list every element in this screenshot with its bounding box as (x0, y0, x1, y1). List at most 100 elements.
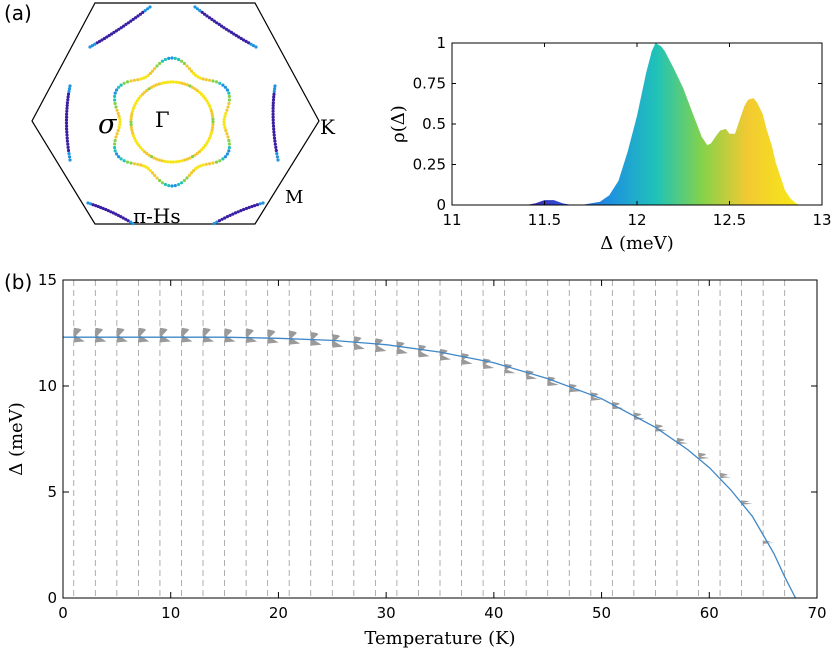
pi-pocket (272, 136, 277, 140)
pi-pocket (102, 36, 106, 41)
pi-pocket (66, 92, 71, 96)
sigma-inner-pocket (193, 153, 197, 157)
gap-distribution-violin (310, 331, 322, 346)
sigma-inner-pocket (155, 83, 159, 87)
pi-pocket (66, 95, 70, 99)
x-tick-label-b: 0 (58, 604, 68, 622)
pi-pocket (66, 145, 70, 149)
sigma-outer-pocket (170, 56, 174, 60)
sigma-inner-pocket (171, 160, 175, 164)
pi-pocket (273, 84, 277, 88)
sigma-inner-pocket (137, 143, 141, 148)
sigma-outer-pocket (114, 105, 118, 109)
pi-pocket (65, 139, 69, 143)
x-tick-label-b: 60 (700, 604, 719, 622)
sigma-outer-pocket (136, 78, 140, 82)
label-gamma: Γ (155, 108, 170, 132)
sigma-outer-pocket (144, 75, 148, 79)
sigma-outer-pocket (226, 135, 230, 139)
sigma-inner-pocket (134, 101, 138, 105)
sigma-outer-pocket (113, 138, 117, 143)
sigma-outer-pocket (201, 163, 205, 167)
pi-pocket (99, 205, 103, 210)
pi-pocket (104, 207, 108, 212)
pi-pocket (224, 27, 229, 31)
pi-pocket (255, 203, 259, 207)
sigma-inner-pocket (129, 126, 133, 130)
pi-pocket (273, 142, 277, 146)
sigma-outer-pocket (114, 135, 118, 139)
brillouin-zone-diagram: σ Γ K M π-Hs (31, 2, 336, 228)
pi-pocket (274, 145, 278, 149)
sigma-inner-pocket (169, 80, 173, 84)
pi-pocket (129, 220, 133, 224)
y-tick-label-b: 15 (38, 271, 57, 289)
x-tick-label-b: 40 (484, 604, 503, 622)
pi-pocket (254, 45, 258, 49)
pi-pocket (91, 203, 95, 207)
sigma-outer-pocket (221, 157, 225, 161)
sigma-inner-pocket (209, 109, 213, 113)
gap-distribution-violin (590, 392, 602, 401)
sigma-inner-pocket (145, 88, 149, 93)
pi-pocket (271, 121, 275, 125)
pi-pocket (203, 12, 207, 16)
sigma-inner-pocket (190, 85, 195, 89)
pi-pocket (143, 9, 147, 13)
x-tick-label-b: 10 (161, 604, 180, 622)
sigma-outer-pocket (201, 77, 205, 81)
pi-pocket (126, 219, 130, 223)
gap-distribution-violin (763, 540, 775, 544)
sigma-outer-pocket (196, 75, 200, 79)
sigma-inner-pocket (140, 148, 145, 152)
sigma-inner-pocket (210, 112, 214, 116)
pi-pocket (249, 42, 253, 46)
sigma-inner-pocket (129, 120, 133, 124)
pi-pocket (67, 89, 71, 94)
pi-pocket (222, 26, 226, 30)
pi-pocket (107, 33, 111, 38)
sigma-outer-pocket (225, 108, 229, 112)
sigma-inner-pocket (152, 84, 156, 88)
gap-distribution-violin (569, 383, 581, 393)
pi-pocket (109, 210, 113, 214)
sigma-inner-pocket (205, 141, 209, 145)
sigma-outer-pocket (180, 59, 184, 63)
y-tick-label-a: 0 (436, 196, 446, 214)
x-tick-label-a: 11 (442, 211, 461, 229)
pi-pocket (247, 41, 251, 45)
sigma-inner-pocket (205, 99, 209, 103)
pi-pocket (121, 216, 125, 220)
pi-pocket (65, 136, 69, 140)
sigma-inner-pocket (197, 150, 201, 154)
pi-pocket (112, 30, 116, 34)
gap-distribution-violin (720, 472, 732, 479)
pi-pocket (65, 101, 69, 105)
sigma-outer-pocket (192, 169, 196, 173)
pi-pocket (134, 16, 138, 20)
pi-pocket (272, 92, 276, 96)
sigma-outer-pocket (221, 83, 225, 87)
sigma-outer-pocket (182, 61, 186, 66)
pi-pocket (217, 219, 221, 223)
pi-pocket (212, 19, 216, 23)
sigma-outer-pocket (117, 155, 121, 159)
sigma-inner-pocket (206, 139, 210, 143)
sigma-outer-pocket (132, 78, 136, 82)
pi-pocket (141, 10, 145, 14)
sigma-inner-pocket (139, 146, 143, 150)
sigma-outer-pocket (148, 71, 152, 75)
pi-pocket (124, 22, 128, 26)
gap-distribution-violin (181, 327, 193, 343)
sigma-inner-pocket (211, 123, 215, 127)
sigma-outer-pocket (116, 128, 120, 133)
sigma-outer-pocket (160, 59, 164, 63)
label-pi-hs: π-Hs (133, 204, 181, 228)
sigma-outer-pocket (223, 114, 227, 118)
pi-pocket (65, 127, 69, 131)
sigma-inner-pocket (131, 106, 136, 110)
sigma-outer-pocket (208, 162, 212, 166)
sigma-outer-pocket (189, 171, 194, 175)
sigma-inner-pocket (203, 143, 207, 148)
pi-pocket (242, 207, 246, 212)
